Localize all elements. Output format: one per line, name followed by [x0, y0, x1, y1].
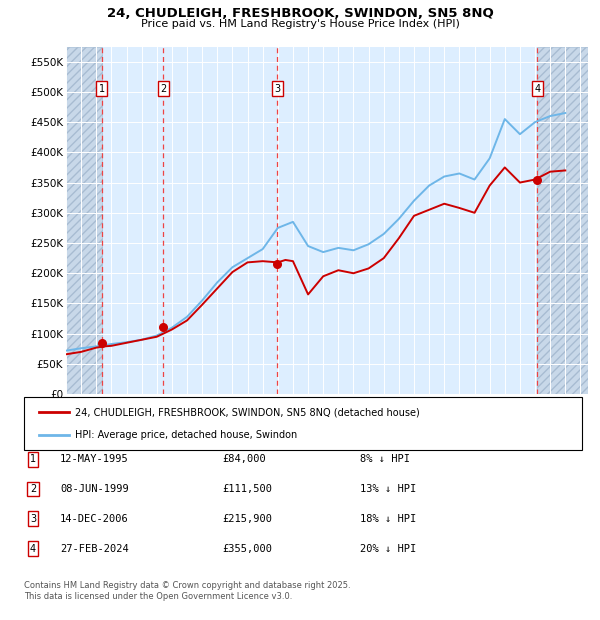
Text: £84,000: £84,000 — [222, 454, 266, 464]
Text: £215,900: £215,900 — [222, 514, 272, 524]
Text: £355,000: £355,000 — [222, 544, 272, 554]
Text: £111,500: £111,500 — [222, 484, 272, 494]
Text: Price paid vs. HM Land Registry's House Price Index (HPI): Price paid vs. HM Land Registry's House … — [140, 19, 460, 29]
Text: 24, CHUDLEIGH, FRESHBROOK, SWINDON, SN5 8NQ (detached house): 24, CHUDLEIGH, FRESHBROOK, SWINDON, SN5 … — [75, 407, 420, 417]
Text: 3: 3 — [30, 514, 36, 524]
Text: 27-FEB-2024: 27-FEB-2024 — [60, 544, 129, 554]
Text: 2: 2 — [30, 484, 36, 494]
Bar — [66, 46, 102, 394]
Text: 1: 1 — [98, 84, 105, 94]
Text: 24, CHUDLEIGH, FRESHBROOK, SWINDON, SN5 8NQ: 24, CHUDLEIGH, FRESHBROOK, SWINDON, SN5 … — [107, 7, 493, 20]
Bar — [538, 46, 588, 394]
Text: 08-JUN-1999: 08-JUN-1999 — [60, 484, 129, 494]
Text: HPI: Average price, detached house, Swindon: HPI: Average price, detached house, Swin… — [75, 430, 297, 440]
Text: 1: 1 — [30, 454, 36, 464]
Text: 18% ↓ HPI: 18% ↓ HPI — [360, 514, 416, 524]
Text: Contains HM Land Registry data © Crown copyright and database right 2025.
This d: Contains HM Land Registry data © Crown c… — [24, 582, 350, 601]
Text: 14-DEC-2006: 14-DEC-2006 — [60, 514, 129, 524]
Text: 4: 4 — [30, 544, 36, 554]
Text: 4: 4 — [535, 84, 541, 94]
Text: 12-MAY-1995: 12-MAY-1995 — [60, 454, 129, 464]
Text: 8% ↓ HPI: 8% ↓ HPI — [360, 454, 410, 464]
Text: 2: 2 — [160, 84, 167, 94]
Text: 13% ↓ HPI: 13% ↓ HPI — [360, 484, 416, 494]
Text: 3: 3 — [274, 84, 280, 94]
Text: 20% ↓ HPI: 20% ↓ HPI — [360, 544, 416, 554]
